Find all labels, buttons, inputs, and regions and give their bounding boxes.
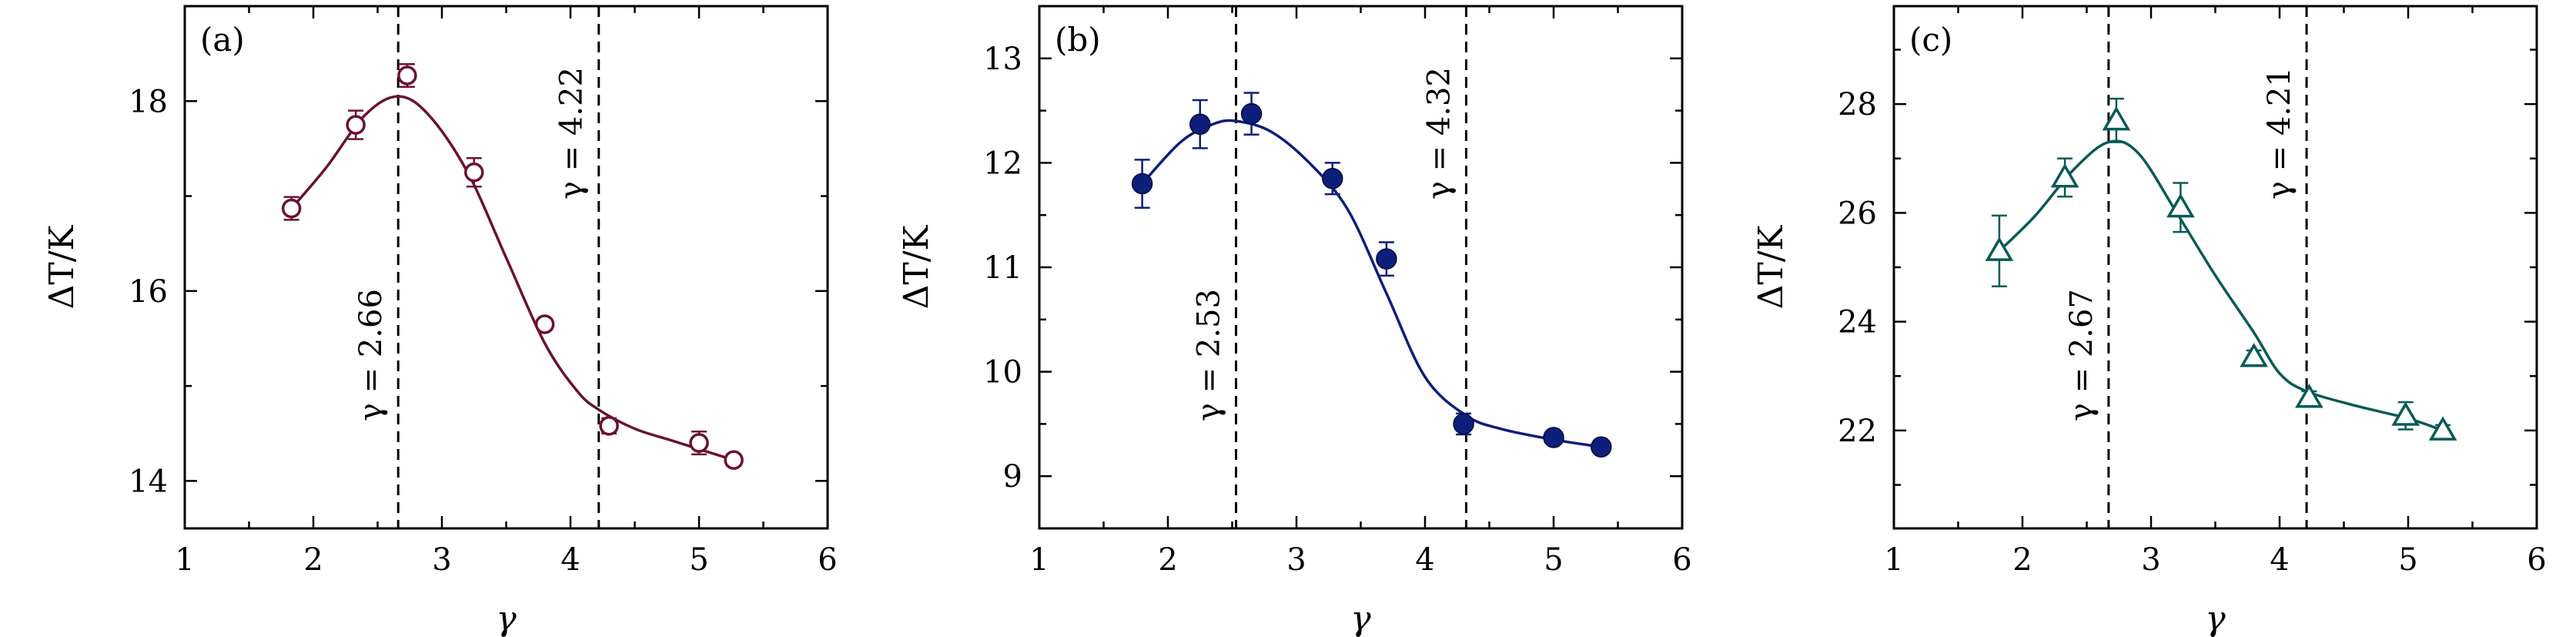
y-tick-label: 22 (1838, 414, 1877, 449)
panel-a: 1 2 3 4 5 6 14 16 18 γ ΔT/K (a) γ = 2.66 γ = 4.22 (42, 5, 838, 637)
data-point (2428, 416, 2457, 441)
y-tick-label: 14 (129, 464, 168, 499)
panel-label: (b) (1055, 21, 1101, 59)
data-point (1322, 167, 1343, 189)
critical-gamma-label: γ = 2.53 (1192, 289, 1227, 421)
data-point (2166, 193, 2195, 218)
x-tick-label: 6 (818, 542, 837, 578)
x-tick-label: 5 (1544, 542, 1563, 578)
x-tick-label: 2 (2012, 542, 2032, 578)
panel-c: 1 2 3 4 5 6 22 24 26 28 γ ΔT/K (c) γ = 2.67 γ = 4.21 (1751, 5, 2547, 637)
plot-frame (1892, 5, 2538, 530)
fit-curve (1141, 119, 1602, 448)
x-tick-label: 6 (2527, 542, 2546, 578)
data-point (1376, 248, 1397, 270)
y-tick-label: 12 (983, 146, 1022, 181)
data-point (2391, 401, 2420, 426)
x-tick-label: 1 (1884, 542, 1903, 578)
data-point (1543, 427, 1564, 448)
x-axis-title: γ (1350, 599, 1371, 637)
x-axis-title: γ (2205, 599, 2226, 637)
x-tick-label: 2 (1158, 542, 1177, 578)
x-tick-label: 1 (175, 542, 194, 578)
y-tick-label: 18 (129, 84, 168, 119)
critical-gamma-label: γ = 4.21 (2262, 67, 2297, 199)
x-tick-label: 1 (1029, 542, 1049, 578)
critical-gamma-label: γ = 4.22 (554, 67, 590, 199)
critical-gamma-label: γ = 4.32 (1421, 67, 1457, 199)
data-point (2102, 106, 2131, 131)
x-tick-label: 3 (2141, 542, 2160, 578)
data-point (1240, 102, 1263, 125)
x-tick-label: 4 (560, 542, 580, 578)
y-tick-label: 10 (983, 355, 1022, 391)
data-point (724, 450, 744, 470)
y-axis-title: ΔT/K (42, 224, 82, 309)
y-tick-label: 24 (1838, 305, 1877, 340)
data-point (1131, 173, 1153, 195)
data-point (534, 314, 555, 334)
critical-gamma-label: γ = 2.66 (353, 289, 389, 421)
x-tick-label: 3 (1286, 542, 1306, 578)
y-tick-label: 9 (1003, 459, 1022, 495)
y-axis-title: ΔT/K (897, 224, 936, 309)
x-tick-label: 5 (689, 542, 708, 578)
plot-frame (183, 5, 829, 530)
data-point (2240, 343, 2268, 367)
data-point (346, 115, 366, 135)
panel-label: (a) (200, 21, 245, 59)
y-tick-label: 16 (129, 274, 168, 310)
x-tick-label: 4 (1415, 542, 1434, 578)
data-point (2295, 384, 2323, 408)
panel-label: (c) (1909, 21, 1952, 59)
x-axis-title: γ (496, 599, 517, 637)
x-tick-label: 5 (2398, 542, 2417, 578)
x-tick-label: 6 (1672, 542, 1691, 578)
x-tick-label: 3 (432, 542, 451, 578)
y-tick-label: 26 (1838, 196, 1877, 231)
x-tick-label: 2 (303, 542, 323, 578)
fit-curve (290, 95, 734, 461)
critical-gamma-label: γ = 2.67 (2064, 289, 2099, 421)
data-point (464, 162, 484, 183)
plot-frame (1038, 5, 1684, 530)
y-axis-title: ΔT/K (1751, 224, 1791, 309)
data-point (281, 198, 302, 219)
y-tick-label: 13 (983, 42, 1022, 77)
y-tick-label: 11 (983, 250, 1022, 286)
fit-curve (1998, 139, 2444, 432)
data-point (1591, 436, 1612, 458)
data-point (599, 416, 619, 436)
data-point (1985, 236, 2014, 261)
data-point (689, 433, 709, 453)
y-tick-label: 28 (1838, 87, 1877, 122)
data-point (1189, 113, 1211, 135)
data-point (1453, 413, 1474, 435)
x-tick-label: 4 (2270, 542, 2289, 578)
data-point (2050, 163, 2079, 188)
data-point (397, 65, 417, 85)
